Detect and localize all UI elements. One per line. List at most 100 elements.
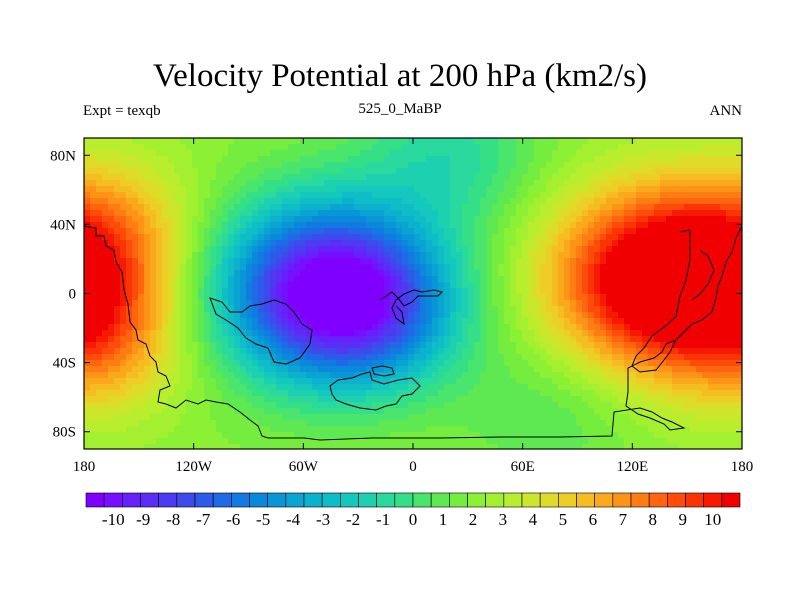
field-cell — [210, 372, 217, 379]
field-cell — [534, 186, 541, 193]
field-cell — [582, 288, 589, 295]
field-cell — [330, 138, 337, 145]
field-cell — [420, 192, 427, 199]
field-cell — [186, 156, 193, 163]
field-cell — [378, 264, 385, 271]
field-cell — [96, 234, 103, 241]
field-cell — [474, 318, 481, 325]
field-cell — [618, 348, 625, 355]
field-cell — [690, 384, 697, 391]
field-cell — [408, 246, 415, 253]
field-cell — [234, 228, 241, 235]
field-cell — [462, 240, 469, 247]
field-cell — [186, 264, 193, 271]
field-cell — [180, 222, 187, 229]
field-cell — [636, 138, 643, 145]
field-cell — [636, 342, 643, 349]
field-cell — [150, 168, 157, 175]
field-cell — [252, 312, 259, 319]
field-cell — [582, 372, 589, 379]
field-cell — [438, 240, 445, 247]
field-cell — [318, 318, 325, 325]
field-cell — [378, 222, 385, 229]
field-cell — [414, 150, 421, 157]
field-cell — [354, 384, 361, 391]
field-cell — [222, 312, 229, 319]
field-cell — [522, 234, 529, 241]
field-cell — [498, 174, 505, 181]
field-cell — [216, 360, 223, 367]
field-cell — [408, 252, 415, 259]
field-cell — [720, 192, 727, 199]
field-cell — [738, 210, 743, 217]
field-cell — [624, 264, 631, 271]
field-cell — [726, 396, 733, 403]
field-cell — [474, 300, 481, 307]
field-cell — [540, 300, 547, 307]
field-cell — [474, 144, 481, 151]
field-cell — [108, 138, 115, 145]
field-cell — [186, 390, 193, 397]
field-cell — [510, 246, 517, 253]
field-cell — [162, 210, 169, 217]
field-cell — [606, 378, 613, 385]
field-cell — [486, 276, 493, 283]
field-cell — [576, 282, 583, 289]
field-cell — [384, 246, 391, 253]
field-cell — [126, 252, 133, 259]
field-cell — [618, 138, 625, 145]
field-cell — [480, 234, 487, 241]
field-cell — [288, 282, 295, 289]
field-cell — [654, 210, 661, 217]
field-cell — [138, 246, 145, 253]
season-label: ANN — [709, 103, 743, 119]
field-cell — [126, 384, 133, 391]
field-cell — [228, 390, 235, 397]
field-cell — [480, 288, 487, 295]
field-cell — [552, 306, 559, 313]
field-cell — [462, 234, 469, 241]
field-cell — [282, 396, 289, 403]
field-cell — [162, 144, 169, 151]
field-cell — [372, 144, 379, 151]
field-cell — [342, 396, 349, 403]
field-cell — [282, 288, 289, 295]
field-cell — [558, 156, 565, 163]
field-cell — [702, 138, 709, 145]
field-cell — [318, 390, 325, 397]
field-cell — [330, 402, 337, 409]
field-cell — [468, 252, 475, 259]
field-cell — [174, 276, 181, 283]
field-cell — [252, 366, 259, 373]
field-cell — [342, 150, 349, 157]
field-cell — [276, 240, 283, 247]
field-cell — [174, 138, 181, 145]
field-cell — [204, 384, 211, 391]
field-cell — [294, 360, 301, 367]
field-cell — [126, 360, 133, 367]
field-cell — [642, 354, 649, 361]
field-cell — [120, 174, 127, 181]
field-cell — [414, 192, 421, 199]
field-cell — [678, 162, 685, 169]
field-cell — [576, 354, 583, 361]
field-cell — [294, 396, 301, 403]
field-cell — [126, 180, 133, 187]
field-cell — [252, 270, 259, 277]
field-cell — [714, 252, 721, 259]
field-cell — [192, 186, 199, 193]
field-cell — [300, 318, 307, 325]
field-cell — [432, 366, 439, 373]
field-cell — [396, 384, 403, 391]
field-cell — [330, 408, 337, 415]
field-cell — [288, 372, 295, 379]
field-cell — [558, 228, 565, 235]
field-cell — [324, 342, 331, 349]
field-cell — [738, 330, 743, 337]
field-cell — [420, 216, 427, 223]
field-cell — [318, 156, 325, 163]
field-cell — [714, 390, 721, 397]
field-cell — [414, 168, 421, 175]
field-cell — [504, 288, 511, 295]
field-cell — [264, 162, 271, 169]
